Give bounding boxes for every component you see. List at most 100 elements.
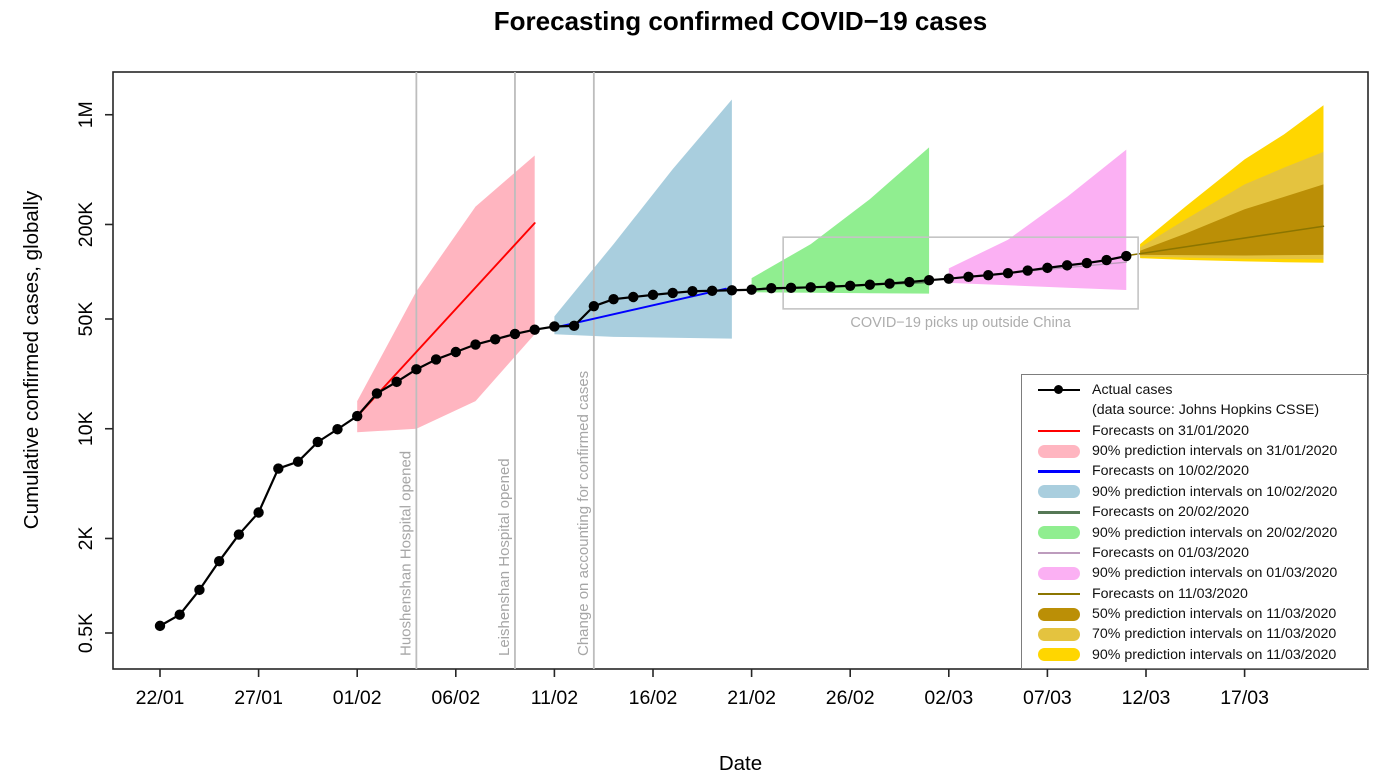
- actual-cases-point: [1022, 265, 1033, 276]
- actual-cases-point: [1061, 260, 1073, 271]
- actual-cases-point: [490, 334, 501, 345]
- actual-cases-point: [845, 280, 856, 291]
- legend-item-label: Actual cases: [1092, 381, 1173, 398]
- actual-cases-point: [628, 291, 639, 303]
- legend-item-label: Forecasts on 20/02/2020: [1092, 504, 1249, 521]
- actual-cases-point: [864, 279, 876, 290]
- actual-cases-point: [273, 463, 284, 474]
- actual-cases-point: [312, 436, 323, 448]
- legend-swatch-line: [1030, 592, 1088, 595]
- actual-cases-point: [470, 339, 481, 350]
- actual-cases-point: [647, 289, 659, 301]
- legend-item-label: 90% prediction intervals on 01/03/2020: [1092, 565, 1338, 582]
- y-tick-label: 50K: [75, 302, 97, 337]
- legend-item: 50% prediction intervals on 11/03/2020: [1030, 604, 1368, 624]
- legend-item: Forecasts on 11/03/2020: [1030, 584, 1368, 604]
- legend-box: Actual cases (data source: Johns Hopkins …: [1021, 374, 1369, 669]
- event-label: Leishenshan Hospital opened: [496, 458, 513, 656]
- x-tick-label: 11/02: [531, 687, 578, 709]
- event-label: Huoshenshan Hospital opened: [397, 451, 414, 656]
- actual-cases-point: [292, 456, 304, 467]
- legend-swatch-band: [1030, 566, 1088, 580]
- legend-item-label: (data source: Johns Hopkins CSSE): [1092, 402, 1320, 419]
- x-tick-label: 01/02: [333, 687, 382, 709]
- y-tick-label: 10K: [75, 411, 97, 446]
- actual-cases-point: [1081, 257, 1093, 269]
- actual-cases-point: [549, 321, 560, 332]
- actual-cases-point: [785, 282, 797, 294]
- legend-swatch-line: [1030, 470, 1088, 473]
- x-tick-label: 12/03: [1122, 687, 1171, 709]
- actual-cases-point: [509, 328, 521, 340]
- actual-cases-point: [1101, 254, 1112, 266]
- legend-item-label: Forecasts on 10/02/2020: [1092, 463, 1249, 480]
- actual-cases-point: [529, 324, 540, 335]
- x-tick-label: 22/01: [136, 687, 185, 709]
- actual-cases-point: [332, 424, 343, 435]
- actual-cases-point: [213, 555, 225, 567]
- legend-item: Actual cases: [1030, 380, 1368, 400]
- annotation-label: COVID−19 picks up outside China: [850, 315, 1071, 331]
- legend-swatch-band: [1030, 648, 1088, 662]
- y-tick-label: 200K: [75, 202, 97, 248]
- actual-cases-point: [1121, 250, 1132, 262]
- legend-swatch-line: [1030, 511, 1088, 514]
- legend-swatch-point-line: [1030, 385, 1088, 395]
- actual-cases-point: [253, 507, 264, 518]
- legend-swatch-band: [1030, 444, 1088, 458]
- actual-cases-point: [667, 287, 678, 299]
- legend-item: 90% prediction intervals on 20/02/2020: [1030, 523, 1368, 543]
- legend-item: (data source: Johns Hopkins CSSE): [1030, 400, 1368, 420]
- chart-title: Forecasting confirmed COVID−19 cases: [493, 6, 988, 36]
- y-tick-label: 1M: [75, 101, 97, 128]
- actual-cases-point: [233, 529, 245, 540]
- actual-cases-point: [923, 274, 935, 286]
- annotation-box: [782, 236, 1139, 310]
- legend-swatch-band: [1030, 526, 1088, 540]
- actual-cases-point: [963, 271, 974, 283]
- y-tick-label: 2K: [75, 527, 97, 551]
- legend-item: Forecasts on 01/03/2020: [1030, 543, 1368, 563]
- x-tick-label: 27/01: [234, 687, 283, 709]
- actual-cases-point: [983, 269, 994, 281]
- actual-cases-point: [174, 609, 185, 620]
- prediction-interval-band: [357, 155, 535, 433]
- legend-swatch-line: [1030, 551, 1088, 555]
- plot-border: [112, 71, 1369, 670]
- actual-cases-point: [904, 276, 915, 288]
- actual-cases-point: [430, 354, 442, 365]
- legend-item: Forecasts on 20/02/2020: [1030, 502, 1368, 522]
- x-tick-label: 16/02: [629, 687, 678, 709]
- legend-item: 70% prediction intervals on 11/03/2020: [1030, 625, 1368, 645]
- legend-item-label: Forecasts on 11/03/2020: [1092, 585, 1248, 602]
- actual-cases-point: [450, 346, 461, 358]
- actual-cases-point: [825, 281, 836, 292]
- legend-item-label: 90% prediction intervals on 31/01/2020: [1092, 443, 1338, 460]
- legend-swatch-line: [1030, 429, 1088, 432]
- actual-cases-point: [352, 410, 363, 422]
- prediction-interval-band: [751, 147, 930, 294]
- x-tick-label: 21/02: [727, 687, 776, 709]
- legend-item-label: 70% prediction intervals on 11/03/2020: [1092, 626, 1337, 643]
- actual-cases-point: [766, 282, 777, 294]
- actual-cases-point: [687, 286, 698, 297]
- legend-item: 90% prediction intervals on 31/01/2020: [1030, 441, 1368, 461]
- actual-cases-point: [805, 282, 816, 293]
- legend-item-label: Forecasts on 01/03/2020: [1092, 544, 1249, 561]
- actual-cases-point: [706, 285, 718, 296]
- actual-cases-point: [411, 364, 422, 375]
- legend-swatch-band: [1030, 628, 1088, 641]
- x-axis-label: Date: [718, 752, 763, 775]
- legend-item: Forecasts on 10/02/2020: [1030, 462, 1368, 482]
- x-tick-label: 07/03: [1023, 687, 1072, 709]
- actual-cases-point: [588, 300, 600, 312]
- prediction-interval-band: [948, 149, 1127, 291]
- forecast-line: [1125, 225, 1325, 257]
- actual-cases-point: [726, 285, 738, 296]
- legend-item: 90% prediction intervals on 01/03/2020: [1030, 563, 1368, 583]
- actual-cases-point: [371, 388, 383, 399]
- x-tick-label: 17/03: [1220, 687, 1269, 709]
- x-tick-label: 06/02: [431, 687, 480, 709]
